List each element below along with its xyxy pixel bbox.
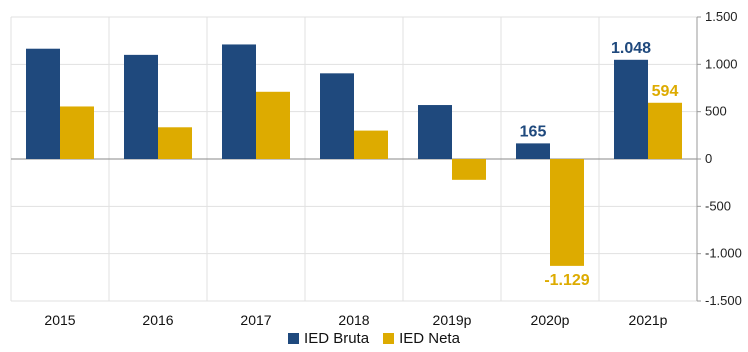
y-tick-label: -1.500 bbox=[705, 293, 742, 308]
bar-ied-bruta-2019p bbox=[418, 105, 452, 159]
bar-ied-bruta-2016 bbox=[124, 54, 158, 159]
bar-ied-bruta-2015 bbox=[26, 48, 60, 159]
legend-label-ied-bruta: IED Bruta bbox=[304, 330, 370, 347]
x-tick-label: 2019p bbox=[433, 312, 472, 328]
y-tick-label: 0 bbox=[705, 151, 712, 166]
y-tick-label: -500 bbox=[705, 198, 731, 213]
y-tick-label: 1.500 bbox=[705, 9, 738, 24]
legend-swatch-ied-neta bbox=[383, 333, 395, 344]
chart-area: 1.500 1.000 500 0 -500 -1.000 -1.500 2015 2016 20… bbox=[10, 9, 742, 328]
x-tick-label: 2018 bbox=[338, 312, 369, 328]
data-label: 1.048 bbox=[611, 40, 651, 57]
bar-ied-neta-2020p bbox=[550, 159, 584, 266]
x-tick-label: 2020p bbox=[531, 312, 570, 328]
data-label: 594 bbox=[652, 83, 679, 100]
x-tick-label: 2017 bbox=[240, 312, 271, 328]
y-tick-label: -1.000 bbox=[705, 246, 742, 261]
data-label: -1.129 bbox=[544, 272, 589, 289]
x-tick-label: 2015 bbox=[44, 312, 75, 328]
bar-ied-neta-2016 bbox=[158, 127, 192, 159]
x-tick-label: 2021p bbox=[629, 312, 668, 328]
bar-ied-neta-2015 bbox=[60, 106, 94, 159]
bar-ied-neta-2019p bbox=[452, 159, 486, 180]
legend-item-ied-bruta[interactable]: IED Bruta bbox=[288, 330, 369, 347]
data-label: 165 bbox=[520, 123, 547, 140]
bar-ied-neta-2021p bbox=[648, 102, 682, 159]
legend-label-ied-neta: IED Neta bbox=[399, 330, 460, 347]
bar-ied-neta-2017 bbox=[256, 91, 290, 159]
x-tick-label: 2016 bbox=[142, 312, 173, 328]
bar-ied-bruta-2020p bbox=[516, 143, 550, 159]
y-tick-label: 1.000 bbox=[705, 56, 738, 71]
legend: IED Bruta IED Neta bbox=[0, 330, 748, 347]
legend-swatch-ied-bruta bbox=[288, 333, 300, 344]
bar-ied-neta-2018 bbox=[354, 130, 388, 159]
bar-ied-bruta-2021p bbox=[614, 59, 648, 159]
bar-ied-bruta-2017 bbox=[222, 44, 256, 159]
y-tick-label: 500 bbox=[705, 104, 727, 119]
bar-ied-bruta-2018 bbox=[320, 73, 354, 159]
legend-item-ied-neta[interactable]: IED Neta bbox=[383, 330, 460, 347]
